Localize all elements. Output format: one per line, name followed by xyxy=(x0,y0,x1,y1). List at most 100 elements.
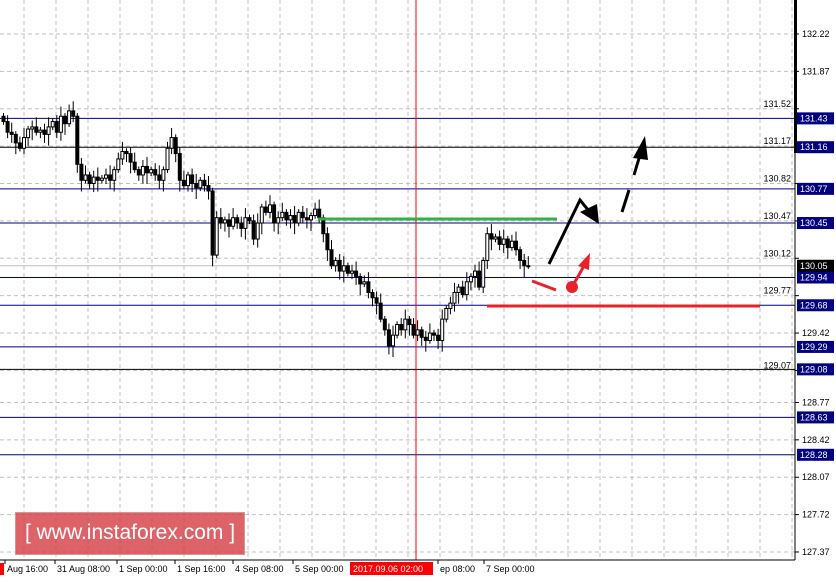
candle xyxy=(247,214,252,225)
candle xyxy=(432,329,436,342)
candle-body xyxy=(477,270,482,288)
level-price-label: 128.28 xyxy=(800,450,828,460)
candle-body xyxy=(136,169,141,176)
candle-body xyxy=(345,265,350,274)
candle-body xyxy=(493,236,498,240)
candle-body xyxy=(391,334,395,347)
candle xyxy=(124,148,129,163)
left-edge-marker xyxy=(0,563,4,575)
candle xyxy=(501,229,506,253)
candle-body xyxy=(132,161,137,171)
candle xyxy=(83,165,88,184)
candle-body xyxy=(38,129,43,133)
candle xyxy=(259,203,264,235)
candle-body xyxy=(460,286,465,296)
candle-body xyxy=(46,126,51,135)
candle-body xyxy=(247,217,252,222)
level-price-label: 131.43 xyxy=(800,113,828,123)
candle xyxy=(354,261,359,285)
candle xyxy=(505,235,510,259)
candle xyxy=(374,291,379,315)
candle xyxy=(112,166,117,192)
candle xyxy=(202,173,207,192)
candle xyxy=(468,273,473,291)
candle xyxy=(235,214,240,229)
y-tick-label: 130.12 xyxy=(763,248,791,258)
candle-body xyxy=(116,158,121,171)
candle xyxy=(99,174,104,184)
candle xyxy=(309,212,313,232)
candle xyxy=(419,326,424,346)
x-tick-label: ep 08:00 xyxy=(440,564,475,574)
level-price-label: 128.63 xyxy=(800,412,828,422)
candle-body xyxy=(452,291,457,304)
candle-body xyxy=(128,153,133,163)
candle-body xyxy=(378,302,383,320)
candle xyxy=(341,256,346,283)
candle-body xyxy=(26,128,31,139)
candle-body xyxy=(272,204,277,224)
level-price-label: 129.94 xyxy=(800,273,828,283)
candle xyxy=(54,115,59,139)
candle xyxy=(350,264,354,280)
candle-body xyxy=(34,126,39,133)
candle xyxy=(300,205,305,224)
candle-body xyxy=(518,249,523,261)
candle xyxy=(427,323,432,344)
candle-body xyxy=(9,131,14,135)
candle xyxy=(378,293,383,323)
candle xyxy=(190,168,195,193)
level-price-badge xyxy=(797,182,834,195)
candle xyxy=(325,227,330,261)
y-tick-label: 129.07 xyxy=(763,360,791,370)
candle xyxy=(284,209,289,226)
candle-body xyxy=(181,179,186,187)
candle xyxy=(30,120,35,141)
candle-body xyxy=(473,270,477,277)
candle xyxy=(116,152,121,173)
candle xyxy=(255,213,260,248)
candle-body xyxy=(350,270,354,274)
candle xyxy=(79,157,84,192)
candle-body xyxy=(497,236,502,245)
candle xyxy=(460,280,465,298)
candle-body xyxy=(411,323,416,336)
x-tick-label: 7 Sep 00:00 xyxy=(486,564,535,574)
candle-body xyxy=(485,233,490,261)
x-tick-label: 4 Sep 08:00 xyxy=(235,564,284,574)
candle-body xyxy=(194,183,199,189)
x-tick-label: 1 Sep 00:00 xyxy=(119,564,168,574)
candle-body xyxy=(501,238,506,245)
candle xyxy=(518,246,523,269)
candle-body xyxy=(198,179,203,189)
candle-body xyxy=(63,115,67,125)
y-tick-label: 129.77 xyxy=(763,286,791,296)
candle-body xyxy=(489,233,494,240)
candle xyxy=(34,117,39,136)
watermark: [ www.instaforex.com ] xyxy=(15,512,245,555)
candle xyxy=(58,106,63,141)
candle xyxy=(366,272,371,299)
candle-body xyxy=(251,220,256,240)
candle-body xyxy=(481,259,486,288)
candle-body xyxy=(67,110,72,125)
red-forecast-line xyxy=(531,279,557,292)
candle xyxy=(514,231,518,256)
candle xyxy=(296,209,301,227)
candle xyxy=(132,152,137,173)
candle xyxy=(276,211,281,235)
candle-body xyxy=(58,115,63,133)
x-tick-label: 5 Sep 00:00 xyxy=(295,564,344,574)
cursor-time-label: 2017.09.06 02:00 xyxy=(353,564,423,574)
candle-body xyxy=(313,208,318,217)
candle xyxy=(95,167,100,192)
level-price-label: 130.45 xyxy=(800,218,828,228)
candle xyxy=(403,309,408,339)
candle xyxy=(91,170,96,193)
candle xyxy=(50,118,55,131)
candle-body xyxy=(235,217,240,224)
candle-body xyxy=(407,318,412,325)
candle-body xyxy=(231,217,236,227)
